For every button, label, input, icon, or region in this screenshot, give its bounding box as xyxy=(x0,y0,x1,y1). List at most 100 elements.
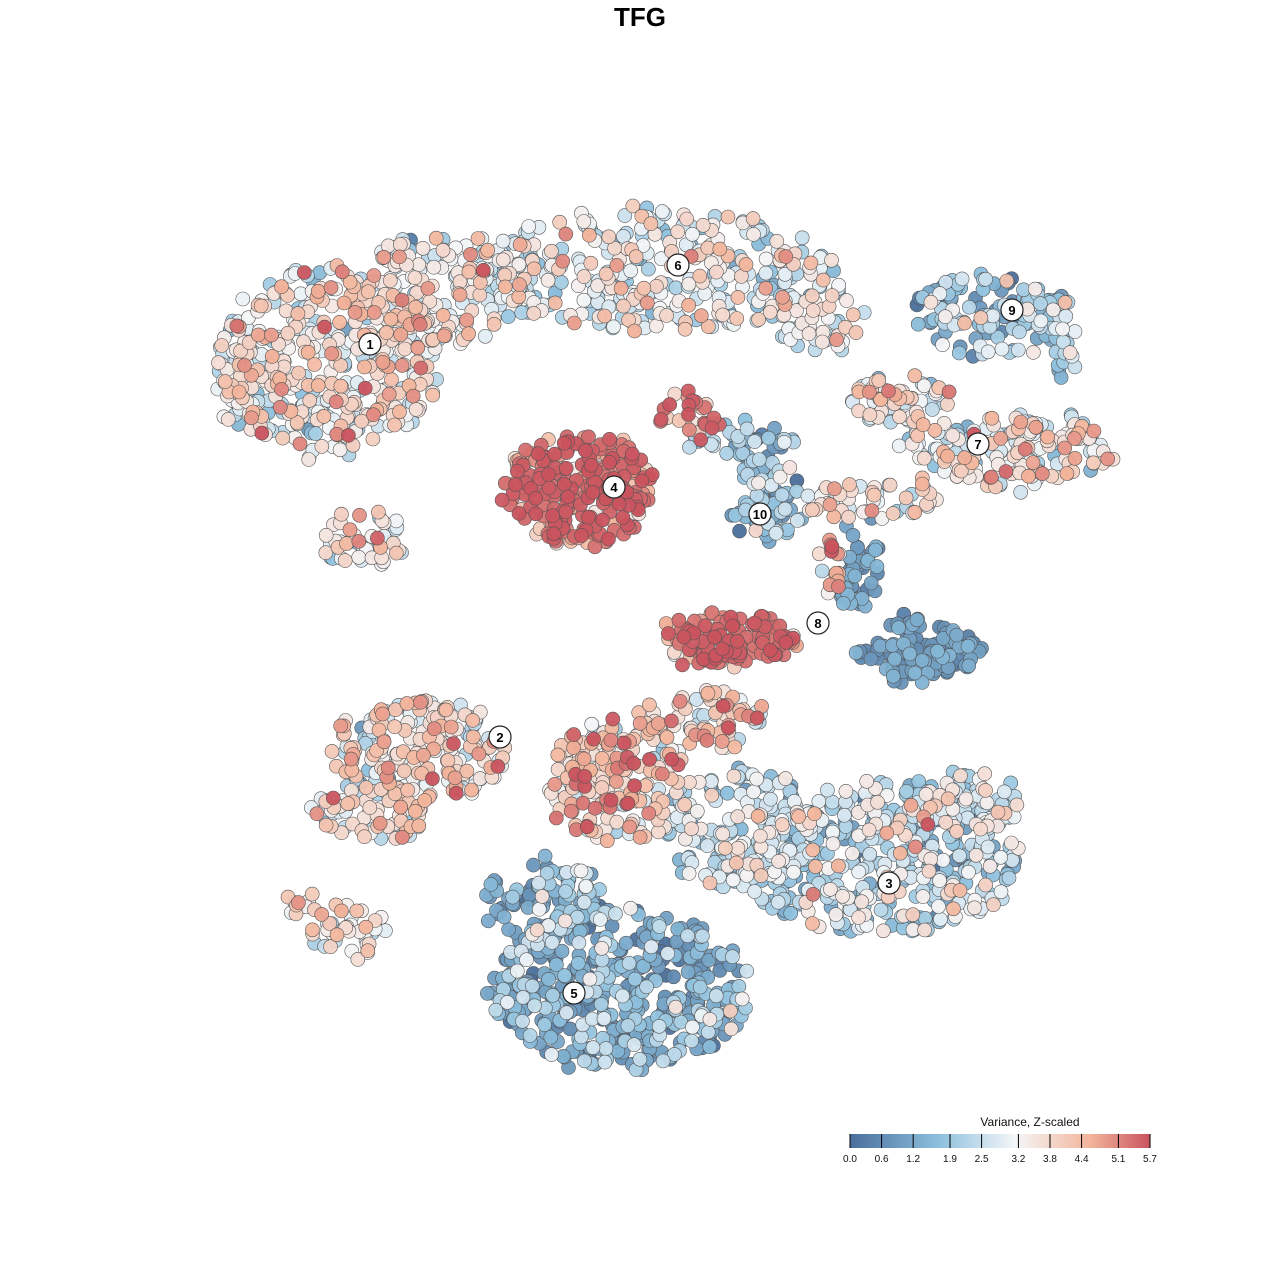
legend-tick-label: 5.1 xyxy=(1111,1154,1125,1165)
data-point xyxy=(394,358,410,373)
data-point xyxy=(651,1019,667,1034)
data-point xyxy=(935,337,950,353)
data-point xyxy=(891,620,906,636)
data-point xyxy=(952,848,967,864)
data-point xyxy=(388,545,404,561)
data-point xyxy=(541,971,556,987)
data-point xyxy=(618,935,634,951)
data-point xyxy=(940,448,955,464)
data-point xyxy=(854,894,870,910)
data-point xyxy=(831,579,846,594)
data-point xyxy=(670,224,686,240)
data-point xyxy=(892,845,908,861)
data-point xyxy=(794,230,810,246)
data-point xyxy=(556,477,572,492)
data-point xyxy=(544,243,559,259)
data-point xyxy=(814,334,830,350)
data-point xyxy=(872,638,888,654)
legend-tick-label: 1.9 xyxy=(943,1154,957,1165)
data-point xyxy=(708,988,724,1004)
data-point xyxy=(392,404,407,420)
data-point xyxy=(558,504,574,520)
data-point xyxy=(873,902,889,918)
data-point xyxy=(915,889,931,904)
data-point xyxy=(829,332,844,348)
data-point xyxy=(805,303,821,318)
data-point xyxy=(547,295,563,311)
data-point xyxy=(371,504,386,520)
data-point xyxy=(659,730,675,745)
data-point xyxy=(408,299,423,315)
data-point xyxy=(309,806,325,822)
data-point xyxy=(599,833,615,849)
data-point xyxy=(528,490,544,506)
data-point xyxy=(876,923,891,939)
data-point xyxy=(749,771,765,787)
data-point xyxy=(1100,451,1115,467)
data-point xyxy=(729,311,745,326)
data-point xyxy=(664,713,679,729)
data-point xyxy=(680,964,696,980)
data-point xyxy=(420,281,436,296)
data-point xyxy=(720,785,735,801)
data-point xyxy=(636,958,651,974)
data-point xyxy=(993,884,1009,900)
svg-text:7: 7 xyxy=(974,437,981,452)
data-point xyxy=(862,407,878,423)
data-point xyxy=(866,487,882,503)
data-point xyxy=(515,990,531,1005)
data-point xyxy=(623,900,638,916)
data-point xyxy=(405,388,421,404)
data-point xyxy=(505,889,521,905)
svg-text:2: 2 xyxy=(496,730,503,745)
data-point xyxy=(465,713,481,728)
data-point xyxy=(603,732,619,748)
data-point xyxy=(334,264,350,280)
data-point xyxy=(693,432,709,448)
data-point xyxy=(725,872,741,888)
data-point xyxy=(915,417,931,433)
data-point xyxy=(695,218,711,233)
data-point xyxy=(851,864,867,880)
data-point xyxy=(707,629,722,645)
data-point xyxy=(685,1019,700,1035)
data-point xyxy=(526,306,542,321)
data-point xyxy=(392,249,407,265)
data-point xyxy=(994,341,1010,357)
data-point xyxy=(486,316,502,332)
data-point xyxy=(715,698,731,714)
data-point xyxy=(961,658,977,674)
data-point xyxy=(310,378,326,393)
data-point xyxy=(835,888,850,904)
data-point xyxy=(611,496,627,512)
data-point xyxy=(545,988,561,1003)
data-point xyxy=(982,858,998,874)
data-point xyxy=(531,901,547,917)
data-point xyxy=(582,971,598,987)
data-point xyxy=(540,272,556,288)
data-point xyxy=(435,243,451,258)
data-point xyxy=(730,809,746,825)
data-point xyxy=(495,233,511,249)
data-point xyxy=(684,821,699,837)
data-point xyxy=(632,1052,648,1067)
data-point xyxy=(778,249,794,264)
data-point xyxy=(825,836,841,852)
data-point xyxy=(916,450,932,466)
data-point xyxy=(342,522,358,538)
data-point xyxy=(960,638,976,654)
data-point xyxy=(715,826,731,842)
data-point xyxy=(1067,451,1083,466)
data-point xyxy=(387,417,402,433)
data-point xyxy=(1001,870,1017,886)
data-point xyxy=(511,289,527,305)
data-point xyxy=(664,751,680,767)
data-point xyxy=(961,299,977,315)
data-point xyxy=(984,469,999,485)
data-point xyxy=(616,298,631,314)
data-point xyxy=(547,446,563,462)
data-point xyxy=(608,906,623,922)
data-point xyxy=(537,848,553,864)
data-point xyxy=(627,323,642,339)
data-point xyxy=(654,204,670,219)
